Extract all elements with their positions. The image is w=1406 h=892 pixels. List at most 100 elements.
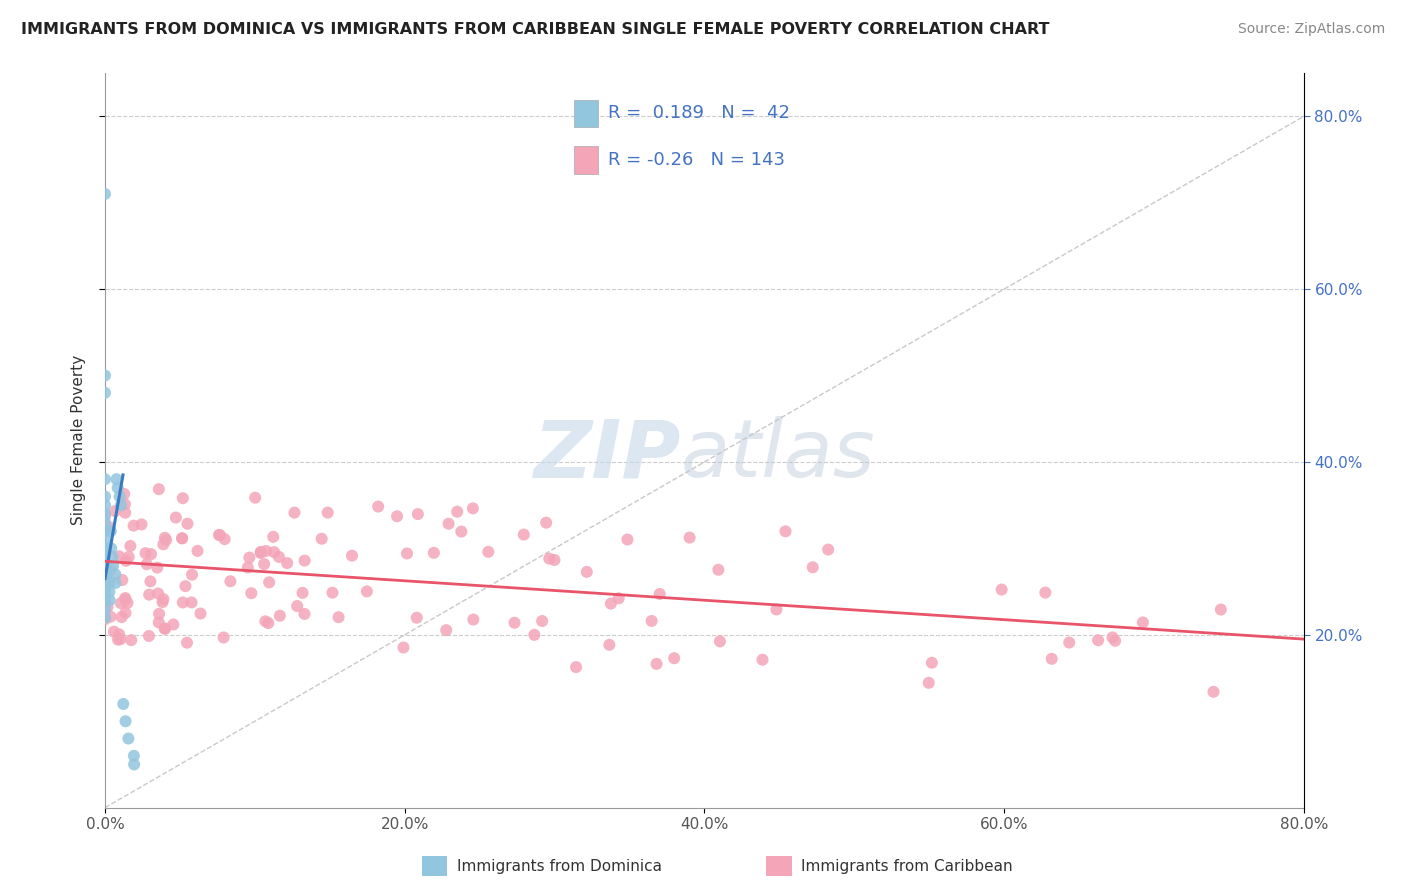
Point [678,531,700,545]
Point [146,586,169,600]
Point [134,546,156,560]
Point [138,588,160,602]
Point [328,610,350,624]
Point [114,591,136,605]
Point [108,627,131,641]
Point [94,549,117,564]
Point [316,506,339,520]
Point [311,532,333,546]
Point [503,615,526,630]
Point [1057,635,1080,649]
Point [94,541,117,556]
Point [148,482,170,496]
Point [97,599,120,614]
Point [94,558,117,573]
Point [94,610,117,624]
Point [257,616,280,631]
Point [1040,652,1063,666]
Point [94,507,117,521]
Point [94,541,117,556]
Point [94,524,117,538]
Text: IMMIGRANTS FROM DOMINICA VS IMMIGRANTS FROM CARIBBEAN SINGLE FEMALE POVERTY CORR: IMMIGRANTS FROM DOMINICA VS IMMIGRANTS F… [21,22,1050,37]
Point [122,757,145,772]
Point [254,544,277,558]
Point [96,558,118,573]
Text: atlas: atlas [681,416,876,494]
Point [662,651,685,665]
Point [172,595,194,609]
Point [285,599,308,613]
Point [254,615,277,629]
Point [138,629,160,643]
Point [434,623,457,637]
Point [283,506,305,520]
Point [707,563,730,577]
Point [395,546,418,560]
Point [575,565,598,579]
Point [208,528,231,542]
Point [114,497,136,511]
Point [240,586,263,600]
Point [921,656,943,670]
Point [98,576,121,591]
Point [94,385,117,400]
Point [709,634,731,648]
Point [176,636,198,650]
Point [148,615,170,630]
Point [94,576,117,591]
Point [94,368,117,383]
Point [152,592,174,607]
Point [153,531,176,545]
Point [176,516,198,531]
Point [94,584,117,599]
Point [111,573,134,587]
Point [165,510,187,524]
Point [117,731,139,746]
Point [775,524,797,539]
Point [98,593,121,607]
Point [765,602,787,616]
Point [94,558,117,572]
Y-axis label: Single Female Poverty: Single Female Poverty [72,355,86,525]
Point [96,567,118,582]
Point [153,622,176,636]
Point [405,610,427,624]
Point [208,528,231,542]
Point [114,592,136,607]
Point [294,607,316,621]
Point [94,472,117,486]
Point [100,524,122,538]
Point [135,558,157,572]
Point [101,549,124,564]
Point [340,549,363,563]
Point [94,549,117,564]
Point [1209,602,1232,616]
Point [153,622,176,636]
Point [122,518,145,533]
Point [607,591,630,606]
Point [267,549,290,564]
Point [751,653,773,667]
Point [105,472,128,486]
Point [152,537,174,551]
Point [543,553,565,567]
Point [112,697,135,711]
Point [101,558,124,573]
Point [356,584,378,599]
Point [817,542,839,557]
Point [114,506,136,520]
Point [1033,585,1056,599]
Point [253,557,276,571]
Point [100,541,122,556]
Point [174,579,197,593]
Point [990,582,1012,597]
Point [531,614,554,628]
Point [139,547,162,561]
Point [801,560,824,574]
Point [181,567,204,582]
Point [437,516,460,531]
Point [291,586,314,600]
Point [111,610,134,624]
Point [118,549,141,564]
Point [100,609,122,624]
